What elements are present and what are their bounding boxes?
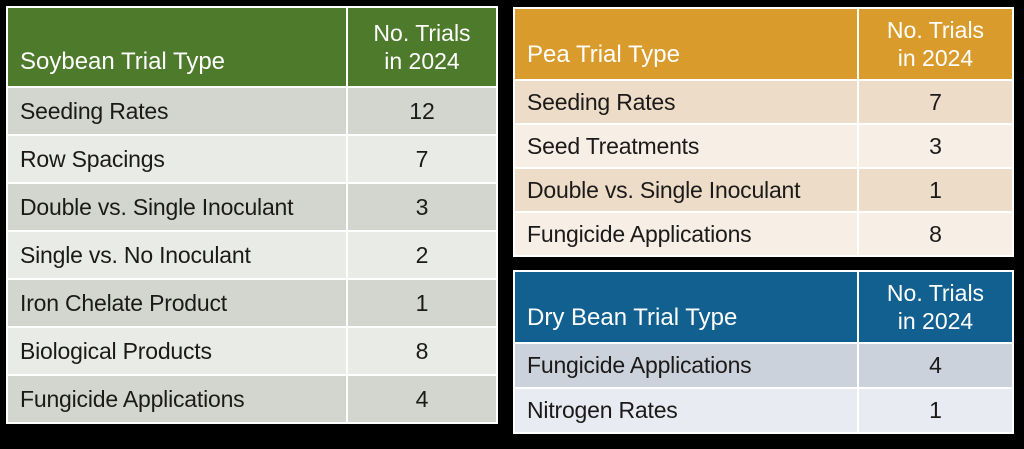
- table-row-value: 1: [859, 169, 1012, 211]
- dry-bean-table-title: Dry Bean Trial Type: [515, 272, 857, 342]
- table-row-value: 3: [859, 125, 1012, 167]
- table-row-value: 8: [348, 328, 496, 374]
- table-row-label: Fungicide Applications: [515, 344, 857, 387]
- trials-header-line2: in 2024: [897, 45, 974, 71]
- trials-header-line1: No. Trials: [886, 16, 985, 43]
- table-row-label: Biological Products: [8, 328, 346, 374]
- table-row-label: Seeding Rates: [515, 81, 857, 123]
- table-row-label: Double vs. Single Inoculant: [515, 169, 857, 211]
- table-row-label: Double vs. Single Inoculant: [8, 184, 346, 230]
- table-row-label: Fungicide Applications: [8, 376, 346, 422]
- pea-table-title: Pea Trial Type: [515, 9, 857, 79]
- table-row-value: 7: [859, 81, 1012, 123]
- trials-header-line1: No. Trials: [373, 19, 471, 46]
- trials-header-line2: in 2024: [897, 308, 974, 334]
- table-row-label: Seed Treatments: [515, 125, 857, 167]
- pea-trials-table: Pea Trial Type No. Trials in 2024 Seedin…: [513, 7, 1014, 257]
- table-row-value: 3: [348, 184, 496, 230]
- trials-header-line2: in 2024: [384, 48, 460, 74]
- table-row-value: 2: [348, 232, 496, 278]
- dry-bean-trials-column-header: No. Trials in 2024: [859, 272, 1012, 342]
- table-row-value: 4: [859, 344, 1012, 387]
- table-row-label: Fungicide Applications: [515, 213, 857, 255]
- table-row-value: 4: [348, 376, 496, 422]
- table-row-label: Row Spacings: [8, 136, 346, 182]
- table-row-value: 1: [859, 389, 1012, 432]
- table-row-label: Iron Chelate Product: [8, 280, 346, 326]
- trials-header-line1: No. Trials: [886, 279, 985, 306]
- table-row-value: 1: [348, 280, 496, 326]
- table-row-value: 7: [348, 136, 496, 182]
- soybean-table-title: Soybean Trial Type: [8, 8, 346, 86]
- dry-bean-trials-table: Dry Bean Trial Type No. Trials in 2024 F…: [513, 270, 1014, 434]
- table-row-value: 12: [348, 88, 496, 134]
- table-row-label: Seeding Rates: [8, 88, 346, 134]
- soybean-trials-column-header: No. Trials in 2024: [348, 8, 496, 86]
- pea-trials-column-header: No. Trials in 2024: [859, 9, 1012, 79]
- table-row-label: Nitrogen Rates: [515, 389, 857, 432]
- table-row-label: Single vs. No Inoculant: [8, 232, 346, 278]
- soybean-trials-table: Soybean Trial Type No. Trials in 2024 Se…: [6, 6, 498, 424]
- table-row-value: 8: [859, 213, 1012, 255]
